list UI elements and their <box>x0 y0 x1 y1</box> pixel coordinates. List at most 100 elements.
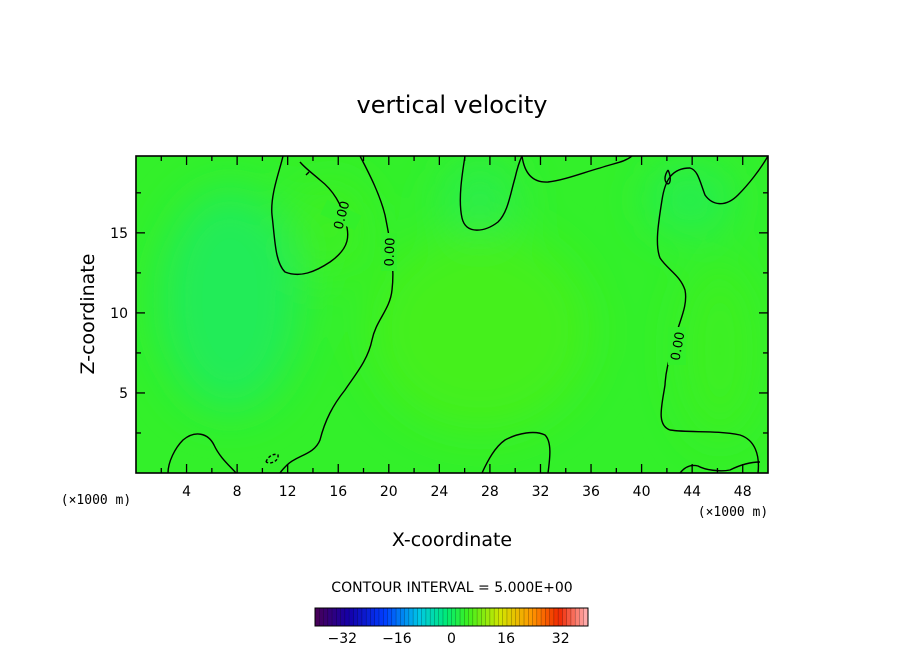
colorbar-band <box>370 608 376 626</box>
colorbar-band <box>498 608 503 626</box>
colorbar-band <box>391 608 397 626</box>
contour-label: 0.00 <box>331 199 353 231</box>
colorbar-band <box>383 608 388 626</box>
colorbar-tick-label: 0 <box>447 631 456 647</box>
colorbar <box>314 607 589 627</box>
contour-line <box>481 431 551 473</box>
contour-line <box>656 156 768 473</box>
colorbar-tick-label: 16 <box>497 631 515 647</box>
x-tick-label: 48 <box>734 484 752 500</box>
colorbar-band <box>545 608 550 626</box>
contour-label: 0.00 <box>382 237 398 266</box>
colorbar-tick-label: −16 <box>382 631 412 647</box>
colorbar-band <box>468 608 474 626</box>
contour-line <box>305 171 310 176</box>
colorbar-band <box>519 608 525 626</box>
x-tick-label: 36 <box>582 484 600 500</box>
contour-interval-note: CONTOUR INTERVAL = 5.000E+00 <box>331 580 572 596</box>
colorbar-band <box>366 608 371 626</box>
plot-area: 0.00 0.00 0.00 <box>136 156 768 473</box>
x-tick-label: 24 <box>430 484 448 500</box>
contour-line <box>664 169 671 185</box>
colorbar-band <box>541 608 546 626</box>
colorbar-band <box>524 608 529 626</box>
colorbar-band <box>434 608 440 626</box>
chart-title: vertical velocity <box>357 91 548 119</box>
contour-line <box>459 156 523 231</box>
cool-region <box>160 190 300 410</box>
colorbar-band <box>477 608 482 626</box>
colorbar-band <box>425 608 431 626</box>
colorbar-band <box>336 608 341 626</box>
contour-line <box>167 433 237 473</box>
x-tick-label: 16 <box>329 484 347 500</box>
colorbar-band <box>502 608 508 626</box>
colorbar-frame <box>314 607 589 627</box>
contour-line <box>521 156 633 183</box>
colorbar-band <box>438 608 444 626</box>
x-axis-label: X-coordinate <box>392 529 512 551</box>
colorbar-band <box>536 608 542 626</box>
colorbar-band <box>315 608 320 626</box>
x-unit-left: (×1000 m) <box>61 493 131 508</box>
x-tick-label: 4 <box>182 484 191 500</box>
colorbar-band <box>464 608 469 626</box>
colorbar-band <box>344 608 350 626</box>
contour-line <box>679 461 761 473</box>
colorbar-band <box>532 608 538 626</box>
colorbar-band <box>349 608 354 626</box>
x-tick-label: 44 <box>683 484 701 500</box>
y-tick-label: 15 <box>110 226 128 242</box>
colorbar-band <box>506 608 512 626</box>
x-unit-right: (×1000 m) <box>698 505 768 520</box>
warm-region <box>290 180 370 280</box>
warm-region <box>370 230 590 430</box>
colorbar-tick-label: 32 <box>552 631 570 647</box>
y-axis-label: Z-coordinate <box>77 254 99 375</box>
colorbar-band <box>404 608 410 626</box>
x-tick-label: 20 <box>380 484 398 500</box>
colorbar-band <box>451 608 457 626</box>
colorbar-band <box>455 608 461 626</box>
colorbar-band <box>378 608 384 626</box>
colorbar-band <box>583 608 589 626</box>
colorbar-band <box>400 608 405 626</box>
cool-region <box>440 160 520 240</box>
y-tick-label: 10 <box>110 306 128 322</box>
colorbar-band <box>387 608 393 626</box>
colorbar-band <box>396 608 401 626</box>
colorbar-band <box>549 608 555 626</box>
colorbar-band <box>489 608 495 626</box>
colorbar-band <box>447 608 452 626</box>
colorbar-band <box>442 608 448 626</box>
colorbar-band <box>417 608 422 626</box>
x-tick-label: 12 <box>279 484 297 500</box>
colorbar-band <box>515 608 521 626</box>
colorbar-band <box>562 608 567 626</box>
x-tick-label: 8 <box>233 484 242 500</box>
colorbar-band <box>494 608 499 626</box>
colorbar-band <box>357 608 363 626</box>
colorbar-band <box>570 608 576 626</box>
colorbar-band <box>485 608 491 626</box>
colorbar-band <box>374 608 380 626</box>
colorbar-band <box>327 608 333 626</box>
x-tick-label: 28 <box>481 484 499 500</box>
colorbar-band <box>460 608 465 626</box>
plot-frame <box>135 155 769 474</box>
colorbar-band <box>511 608 516 626</box>
colorbar-band <box>361 608 367 626</box>
colorbar-band <box>408 608 414 626</box>
colorbar-band <box>472 608 478 626</box>
colorbar-band <box>575 608 580 626</box>
colorbar-band <box>566 608 572 626</box>
x-tick-label: 32 <box>532 484 550 500</box>
colorbar-band <box>340 608 346 626</box>
contour-line <box>279 156 394 473</box>
contour-line <box>271 156 349 276</box>
colorbar-band <box>579 608 585 626</box>
axis-ticks <box>136 156 768 473</box>
colorbar-band <box>353 608 358 626</box>
colorbar-band <box>413 608 418 626</box>
